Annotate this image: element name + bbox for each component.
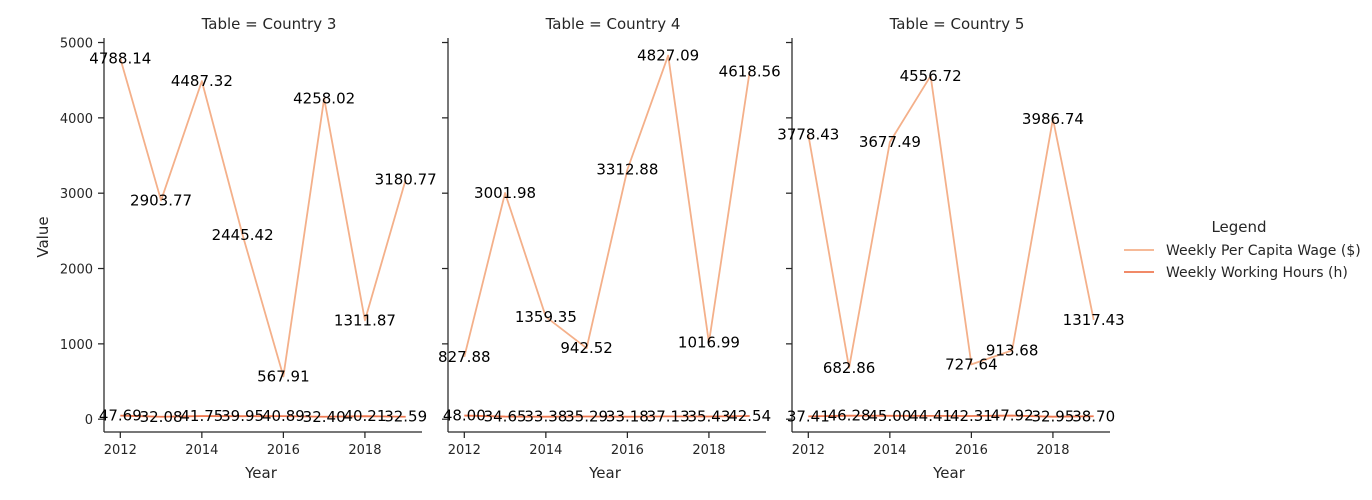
data-label: 682.86 xyxy=(823,359,876,377)
data-label: 34.65 xyxy=(484,408,527,426)
x-tick-label: 2016 xyxy=(611,443,644,458)
data-label: 4487.32 xyxy=(171,72,233,90)
data-label: 40.21 xyxy=(343,407,386,425)
wage-series-line xyxy=(463,54,751,358)
data-label: 39.95 xyxy=(221,407,264,425)
data-label: 37.13 xyxy=(647,407,690,425)
data-label: 567.91 xyxy=(257,367,310,385)
data-label: 2903.77 xyxy=(130,191,192,209)
hours-series-line xyxy=(120,414,406,418)
data-label: 32.59 xyxy=(384,408,427,426)
data-label: 47.92 xyxy=(991,407,1034,425)
data-label: 3778.43 xyxy=(777,126,839,144)
data-label: 913.68 xyxy=(986,341,1039,359)
data-label: 1317.43 xyxy=(1063,311,1125,329)
wage-series-line xyxy=(807,75,1095,369)
x-tick-label: 2012 xyxy=(104,443,137,458)
data-label: 827.88 xyxy=(438,348,491,366)
data-label: 47.69 xyxy=(99,407,142,425)
data-label: 38.70 xyxy=(1072,407,1115,425)
x-tick-label: 2012 xyxy=(448,443,481,458)
legend-entry-label: Weekly Working Hours (h) xyxy=(1166,265,1348,281)
data-label: 1359.35 xyxy=(515,308,577,326)
data-label: 32.08 xyxy=(140,408,183,426)
panel-title: Table = Country 5 xyxy=(889,15,1025,33)
x-tick-label: 2014 xyxy=(529,443,562,458)
data-label: 37.41 xyxy=(787,407,830,425)
x-tick-label: 2016 xyxy=(955,443,988,458)
data-label: 942.52 xyxy=(560,339,613,357)
data-label: 4258.02 xyxy=(293,89,355,107)
data-label: 3986.74 xyxy=(1022,110,1084,128)
data-label: 46.28 xyxy=(828,407,871,425)
panel-3: Table = Country 5 2012 2014 2016 2018 Year 377… xyxy=(777,15,1124,482)
hours-series-line xyxy=(808,414,1094,418)
data-label: 3677.49 xyxy=(859,133,921,151)
x-tick-label: 2016 xyxy=(267,443,300,458)
x-tick-label: 2014 xyxy=(873,443,906,458)
wage-series-line xyxy=(119,58,407,378)
data-label: 3001.98 xyxy=(474,184,536,202)
data-label: 42.54 xyxy=(728,407,771,425)
panel-1: Table = Country 3 0 1000 2000 3000 4000 5000 20… xyxy=(60,15,437,482)
hours-series-line xyxy=(464,414,750,418)
data-label: 2445.42 xyxy=(212,226,274,244)
data-label: 42.31 xyxy=(950,407,993,425)
data-label: 3180.77 xyxy=(375,171,437,189)
x-axis-label: Year xyxy=(932,464,966,482)
panel-title: Table = Country 3 xyxy=(201,15,337,33)
data-label: 1311.87 xyxy=(334,311,396,329)
data-label: 41.75 xyxy=(180,407,223,425)
data-label: 3312.88 xyxy=(596,161,658,179)
x-tick-label: 2018 xyxy=(692,443,725,458)
y-tick-label: 1000 xyxy=(60,338,93,353)
data-label: 1016.99 xyxy=(678,334,740,352)
legend-title: Legend xyxy=(1211,218,1266,236)
y-tick-label: 0 xyxy=(85,413,93,428)
data-label: 4827.09 xyxy=(637,47,699,65)
y-tick-label: 5000 xyxy=(60,37,93,52)
y-axis-label: Value xyxy=(34,216,52,257)
data-label: 32.95 xyxy=(1031,408,1074,426)
legend: Legend Weekly Per Capita Wage ($) Weekly W… xyxy=(1124,218,1361,281)
data-label: 45.00 xyxy=(868,407,911,425)
x-tick-label: 2018 xyxy=(1036,443,1069,458)
x-tick-label: 2012 xyxy=(792,443,825,458)
data-label: 32.40 xyxy=(303,408,346,426)
x-tick-label: 2018 xyxy=(348,443,381,458)
data-label: 35.29 xyxy=(565,408,608,426)
x-tick-label: 2014 xyxy=(185,443,218,458)
y-tick-label: 4000 xyxy=(60,112,93,127)
data-label: 4618.56 xyxy=(719,62,781,80)
data-label: 40.89 xyxy=(262,407,305,425)
data-label: 48.00 xyxy=(443,407,486,425)
data-label: 35.43 xyxy=(687,408,730,426)
x-axis-label: Year xyxy=(588,464,622,482)
x-axis-label: Year xyxy=(244,464,278,482)
data-label: 4556.72 xyxy=(900,67,962,85)
panel-title: Table = Country 4 xyxy=(545,15,681,33)
panel-2: Table = Country 4 2012 2014 2016 2018 Year 827… xyxy=(438,15,781,482)
data-label: 33.38 xyxy=(524,408,567,426)
y-tick-label: 3000 xyxy=(60,187,93,202)
y-tick-label: 2000 xyxy=(60,263,93,278)
legend-entry-label: Weekly Per Capita Wage ($) xyxy=(1166,243,1361,259)
data-label: 33.18 xyxy=(606,408,649,426)
data-label: 44.41 xyxy=(909,407,952,425)
data-label: 4788.14 xyxy=(89,49,151,67)
data-label: 727.64 xyxy=(945,355,998,373)
